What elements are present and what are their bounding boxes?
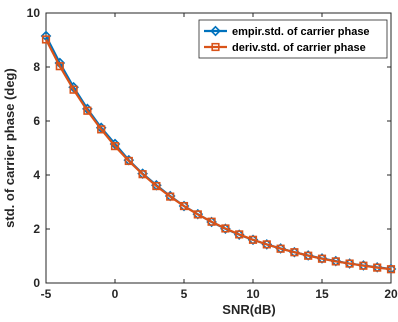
y-tick-label: 6: [33, 114, 40, 128]
legend-swatch-marker: [210, 25, 221, 37]
data-point: [235, 230, 244, 239]
legend: empir.std. of carrier phase deriv.std. of…: [198, 19, 388, 59]
data-point: [97, 125, 106, 134]
data-point: [41, 35, 51, 44]
data-point: [193, 210, 202, 219]
legend-entry-label: empir.std. of carrier phase: [232, 26, 370, 38]
data-point: [83, 106, 92, 115]
data-point: [152, 181, 161, 191]
data-point: [124, 156, 133, 166]
y-tick-label: 2: [33, 222, 40, 236]
data-point: [386, 265, 396, 274]
x-tick-label: -5: [41, 287, 52, 301]
data-point: [359, 261, 368, 270]
data-point: [276, 244, 285, 253]
y-tick-label: 10: [27, 6, 41, 20]
x-tick-label: 0: [112, 287, 119, 301]
x-tick-label: 20: [384, 287, 398, 301]
y-tick-label: 4: [33, 168, 40, 182]
legend-box: [198, 19, 388, 59]
legend-swatch-marker: [211, 42, 220, 52]
y-axis-title: std. of carrier phase (deg): [2, 68, 17, 228]
data-point: [304, 251, 313, 260]
y-tick-label: 8: [33, 60, 40, 74]
data-point: [55, 62, 64, 71]
data-point: [207, 217, 216, 226]
data-point: [110, 142, 120, 151]
data-point: [221, 224, 230, 233]
y-tick-label: 0: [33, 276, 40, 290]
series-layer: [40, 30, 397, 275]
data-point: [331, 257, 340, 266]
data-point: [262, 240, 271, 249]
legend-entry-label: deriv.std. of carrier phase: [232, 42, 366, 54]
data-point: [166, 192, 175, 201]
data-point: [69, 85, 78, 94]
data-point: [373, 263, 382, 272]
data-point: [290, 248, 299, 257]
x-tick-label: 10: [246, 287, 260, 301]
x-tick-label: 15: [315, 287, 329, 301]
data-point: [138, 170, 147, 179]
x-axis-title: SNR(dB): [222, 302, 275, 317]
data-point: [317, 254, 327, 263]
series-2: [41, 35, 396, 274]
x-tick-label: 5: [181, 287, 188, 301]
data-point: [345, 259, 354, 268]
data-point: [248, 235, 258, 244]
data-point: [179, 201, 189, 211]
